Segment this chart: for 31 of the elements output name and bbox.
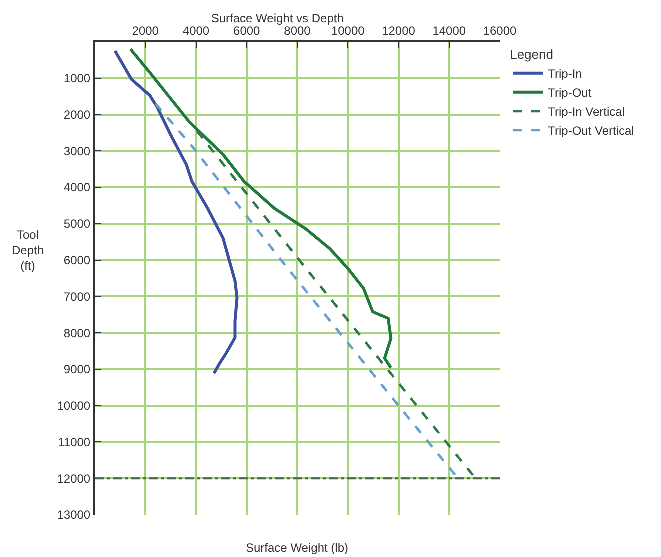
x-tick-label: 10000 <box>331 24 366 38</box>
y-tick-label: 10000 <box>57 399 91 414</box>
y-tick-label: 1000 <box>64 72 91 86</box>
line-series <box>114 50 239 375</box>
y-tick-label: 12000 <box>57 472 91 486</box>
legend-label: Trip-In Vertical <box>548 105 626 120</box>
x-tick-label: 12000 <box>382 24 416 38</box>
y-tick-label: 9000 <box>64 362 91 377</box>
line-series <box>129 48 393 370</box>
y-tick-label: 13000 <box>57 508 91 522</box>
x-tick-label: 16000 <box>483 24 518 38</box>
y-tick-label: 7000 <box>64 290 91 304</box>
x-axis-title: Surface Weight (lb) <box>246 541 348 555</box>
x-tick-label: 6000 <box>234 24 261 38</box>
legend-label: Trip-Out <box>548 86 592 100</box>
y-tick-label: 3000 <box>64 144 91 158</box>
x-tick-label: 8000 <box>284 24 312 38</box>
y-tick-label: 5000 <box>64 217 91 232</box>
x-tick-label: 14000 <box>432 24 466 38</box>
x-tick-label: 4000 <box>182 24 210 38</box>
y-tick-label: 2000 <box>64 108 91 122</box>
y-tick-label: 6000 <box>64 254 91 268</box>
chart-title: Surface Weight vs Depth <box>211 11 344 26</box>
y-tick-label: 11000 <box>58 435 91 450</box>
y-axis-title: Tool Depth (ft) <box>12 228 44 274</box>
legend-label: Trip-In <box>548 67 582 82</box>
y-tick-label: 4000 <box>64 180 91 195</box>
legend-label: Trip-Out Vertical <box>548 124 634 138</box>
y-tick-label: 8000 <box>64 326 91 340</box>
legend-title: Legend <box>510 46 554 62</box>
x-tick-label: 2000 <box>132 24 160 38</box>
